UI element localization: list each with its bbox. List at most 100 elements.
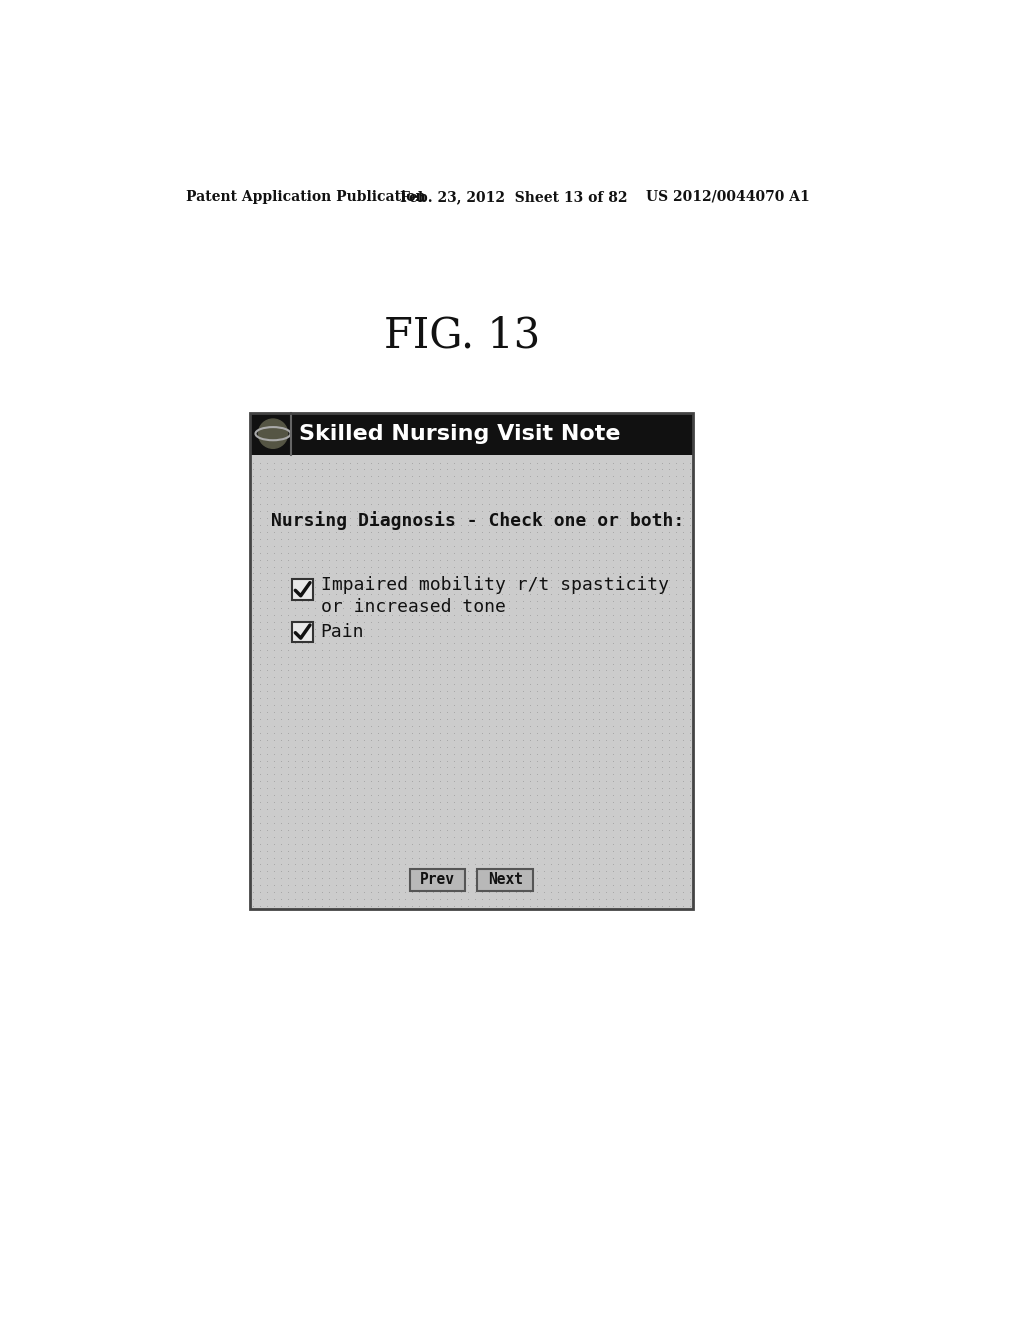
Point: [453, 833, 469, 854]
Point: [653, 756, 670, 777]
Point: [612, 507, 629, 528]
Point: [522, 888, 539, 909]
Point: [355, 826, 372, 847]
Point: [550, 709, 566, 730]
Point: [397, 715, 414, 737]
Point: [529, 487, 546, 508]
Point: [335, 882, 351, 903]
Point: [362, 764, 379, 785]
Point: [480, 451, 497, 473]
Point: [328, 737, 344, 758]
Point: [467, 451, 483, 473]
Point: [293, 854, 309, 875]
Point: [411, 543, 427, 564]
Point: [370, 639, 386, 660]
Point: [467, 737, 483, 758]
Point: [660, 459, 677, 480]
Point: [342, 577, 358, 598]
Point: [473, 645, 489, 667]
Point: [508, 645, 524, 667]
Point: [425, 743, 441, 764]
Point: [293, 756, 309, 777]
Point: [418, 660, 434, 681]
Point: [418, 459, 434, 480]
Point: [265, 750, 282, 771]
Point: [668, 694, 684, 715]
Point: [536, 598, 552, 619]
Point: [681, 826, 697, 847]
Point: [591, 507, 607, 528]
Point: [245, 709, 261, 730]
Point: [529, 812, 546, 833]
Point: [259, 895, 275, 916]
Point: [653, 826, 670, 847]
Point: [550, 812, 566, 833]
Point: [245, 515, 261, 536]
Point: [508, 562, 524, 583]
Point: [550, 639, 566, 660]
Point: [397, 895, 414, 916]
Point: [293, 632, 309, 653]
Point: [668, 826, 684, 847]
Point: [598, 694, 614, 715]
Point: [300, 833, 316, 854]
Point: [647, 639, 664, 660]
Point: [557, 473, 573, 494]
Point: [585, 618, 601, 639]
Point: [293, 626, 309, 647]
Point: [314, 605, 331, 626]
Point: [508, 487, 524, 508]
Point: [335, 867, 351, 888]
Point: [404, 598, 421, 619]
Point: [550, 729, 566, 750]
Point: [445, 577, 462, 598]
Point: [362, 653, 379, 675]
Point: [377, 764, 393, 785]
Point: [397, 653, 414, 675]
Point: [626, 694, 642, 715]
Point: [585, 792, 601, 813]
Point: [543, 854, 559, 875]
Point: [460, 583, 476, 605]
Point: [653, 500, 670, 521]
Point: [404, 577, 421, 598]
Point: [349, 833, 366, 854]
Point: [647, 583, 664, 605]
Point: [640, 688, 656, 709]
Point: [397, 626, 414, 647]
Point: [660, 764, 677, 785]
Point: [280, 535, 296, 556]
Point: [404, 590, 421, 611]
Point: [453, 875, 469, 896]
Point: [467, 639, 483, 660]
Point: [328, 543, 344, 564]
Point: [418, 466, 434, 487]
Point: [280, 528, 296, 549]
Point: [578, 451, 594, 473]
Point: [620, 528, 636, 549]
Point: [265, 653, 282, 675]
Point: [342, 792, 358, 813]
Point: [550, 854, 566, 875]
Point: [445, 515, 462, 536]
Point: [681, 861, 697, 882]
Point: [335, 820, 351, 841]
Point: [647, 618, 664, 639]
Point: [349, 667, 366, 688]
Point: [445, 632, 462, 653]
Point: [660, 812, 677, 833]
Point: [508, 549, 524, 570]
Point: [328, 722, 344, 743]
Point: [265, 737, 282, 758]
Point: [508, 626, 524, 647]
Point: [342, 507, 358, 528]
Point: [640, 750, 656, 771]
Point: [557, 701, 573, 722]
Point: [328, 756, 344, 777]
Point: [612, 805, 629, 826]
Point: [668, 743, 684, 764]
Point: [495, 632, 511, 653]
Point: [675, 577, 691, 598]
Point: [591, 605, 607, 626]
Point: [529, 756, 546, 777]
